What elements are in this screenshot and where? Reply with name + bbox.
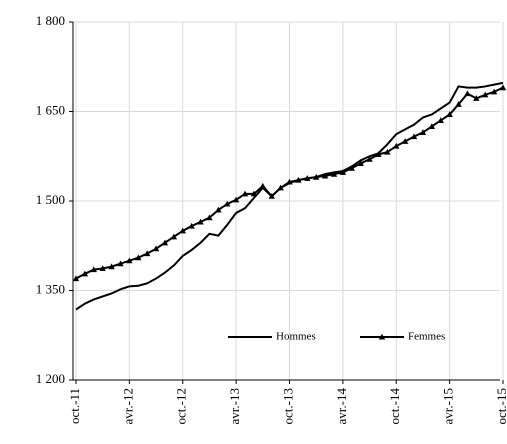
marker <box>108 263 115 270</box>
marker <box>259 182 267 189</box>
marker <box>482 91 489 98</box>
y-tick-label: 1 350 <box>36 281 65 296</box>
marker <box>170 233 178 240</box>
marker <box>241 190 249 197</box>
marker <box>277 184 284 191</box>
marker <box>232 196 240 203</box>
marker <box>72 275 80 282</box>
y-tick-label: 1 650 <box>36 102 65 117</box>
marker <box>81 270 89 277</box>
marker <box>410 133 418 140</box>
x-tick-label: avr.-14 <box>334 388 349 425</box>
marker <box>135 254 142 261</box>
marker <box>464 90 471 97</box>
marker <box>437 117 444 124</box>
marker <box>428 123 436 129</box>
marker <box>357 160 364 166</box>
marker <box>188 222 195 229</box>
marker <box>152 245 160 252</box>
marker <box>295 176 302 183</box>
marker <box>304 175 311 181</box>
marker <box>286 178 293 185</box>
marker <box>366 156 373 162</box>
x-tick-label: avr.-13 <box>227 388 242 424</box>
y-tick-label: 1 200 <box>36 371 65 386</box>
marker <box>215 206 222 213</box>
marker <box>401 138 409 144</box>
marker <box>179 227 186 234</box>
x-tick-label: oct.-14 <box>387 388 402 425</box>
legend-marker <box>378 333 386 340</box>
marker <box>446 111 453 118</box>
marker <box>393 142 400 149</box>
legend-label: Hommes <box>276 331 316 343</box>
marker <box>384 148 391 155</box>
x-tick-label: avr.-15 <box>441 388 456 424</box>
marker <box>312 173 320 180</box>
x-tick-label: avr.-12 <box>120 388 135 424</box>
marker <box>375 151 382 158</box>
marker <box>473 95 480 101</box>
marker <box>126 257 133 264</box>
marker <box>321 172 329 179</box>
legend-label: Femmes <box>408 331 445 343</box>
y-tick-label: 1 500 <box>36 192 65 207</box>
x-tick-label: oct.-13 <box>280 388 295 424</box>
marker <box>250 190 258 197</box>
marker <box>143 250 151 257</box>
marker <box>348 164 355 171</box>
marker <box>330 170 338 177</box>
marker <box>499 84 507 91</box>
marker <box>455 101 462 107</box>
y-tick-label: 1 800 <box>36 13 65 28</box>
marker <box>90 266 97 273</box>
x-tick-label: oct.-11 <box>67 388 82 424</box>
marker <box>99 265 106 271</box>
marker <box>490 88 498 95</box>
marker <box>206 214 213 221</box>
marker <box>117 260 124 267</box>
x-tick-label: oct.-15 <box>494 388 507 424</box>
marker <box>419 129 427 135</box>
marker <box>197 218 204 225</box>
x-tick-label: oct.-12 <box>174 388 189 424</box>
marker <box>224 200 231 207</box>
marker <box>339 169 347 175</box>
marker <box>161 239 169 246</box>
marker <box>268 193 275 199</box>
legend: Hommes Femmes <box>228 331 445 343</box>
